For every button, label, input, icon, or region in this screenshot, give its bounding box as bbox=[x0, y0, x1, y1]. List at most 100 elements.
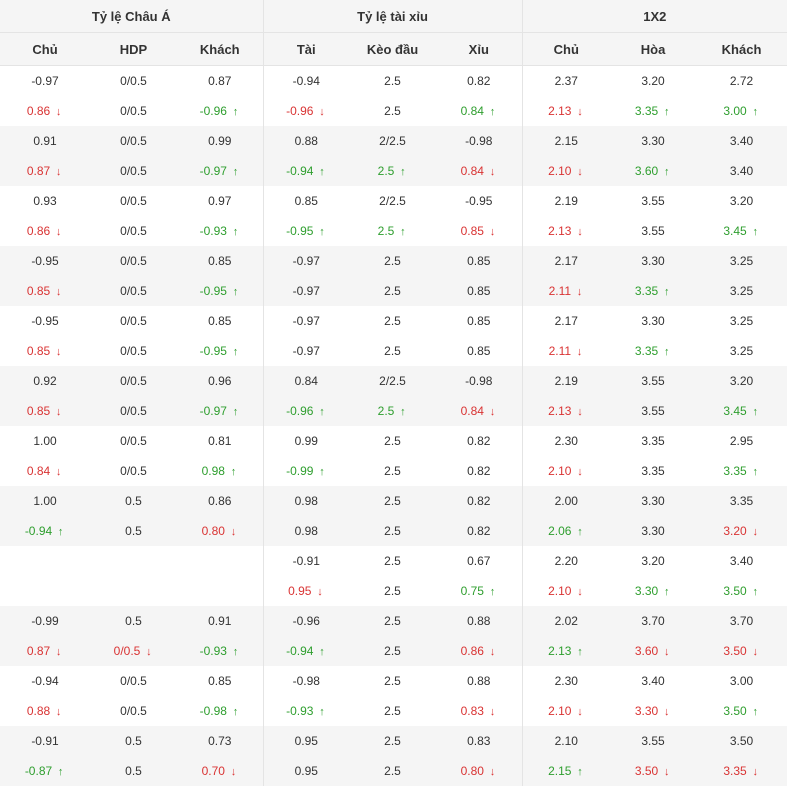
odds-value-wrapper: 0.85 bbox=[467, 314, 490, 328]
odds-cell-ou-over: 0.95 bbox=[263, 726, 350, 756]
odds-value: 2.5 bbox=[384, 704, 401, 718]
odds-value-wrapper: 2.5 bbox=[384, 434, 401, 448]
odds-value-wrapper: 3.40 bbox=[641, 674, 664, 688]
table-row: 0.86 ↓ 0/0.5 -0.96 ↑ -0.96 ↓ 2.5 0.84 ↑ 2.13 ↓ 3.35 ↑… bbox=[0, 96, 787, 126]
odds-value: -0.97 bbox=[199, 404, 227, 418]
odds-value-wrapper: 2.13 ↑ bbox=[548, 644, 584, 658]
arrow-down-icon: ↓ bbox=[55, 346, 62, 358]
arrow-up-icon: ↑ bbox=[663, 346, 670, 358]
odds-value-wrapper: 0/0.5 bbox=[120, 674, 147, 688]
odds-value: 3.50 bbox=[723, 704, 747, 718]
odds-value: 2.02 bbox=[554, 614, 578, 628]
odds-value: 0.95 bbox=[288, 584, 312, 598]
odds-value-wrapper: 0.86 ↓ bbox=[27, 104, 63, 118]
odds-value: 2.19 bbox=[554, 194, 578, 208]
odds-cell-asian-hdp: 0.5 bbox=[90, 486, 177, 516]
odds-value-wrapper: 0.85 bbox=[467, 254, 490, 268]
odds-value: 0.87 bbox=[208, 74, 232, 88]
odds-value: 3.30 bbox=[641, 314, 665, 328]
odds-value-wrapper: 0/0.5 bbox=[120, 74, 147, 88]
odds-value-wrapper: -0.98 bbox=[293, 674, 320, 688]
odds-cell-ou-line: 2.5 bbox=[349, 486, 437, 516]
odds-value-wrapper: 2/2.5 bbox=[379, 134, 406, 148]
odds-value: 0.85 bbox=[467, 254, 491, 268]
odds-value-wrapper: 0.73 bbox=[208, 734, 231, 748]
odds-cell-asian-away: -0.97 ↑ bbox=[177, 156, 264, 186]
odds-cell-x12-draw: 3.55 bbox=[610, 366, 697, 396]
odds-value: -0.94 bbox=[31, 674, 59, 688]
odds-value: 2.5 bbox=[384, 674, 401, 688]
odds-cell-asian-hdp: 0.5 bbox=[90, 756, 177, 786]
odds-value: 0.84 bbox=[460, 404, 484, 418]
odds-value-wrapper: 2.10 ↓ bbox=[548, 584, 584, 598]
odds-value: 0.87 bbox=[26, 164, 51, 178]
odds-cell-asian-home: 0.91 bbox=[0, 126, 90, 156]
odds-value-wrapper: -0.98 bbox=[465, 374, 492, 388]
arrow-up-icon: ↑ bbox=[232, 106, 239, 118]
odds-cell-ou-under: 0.83 ↓ bbox=[436, 696, 523, 726]
odds-value-wrapper: -0.96 bbox=[293, 614, 320, 628]
odds-cell-ou-under: 0.83 bbox=[436, 726, 523, 756]
odds-cell-x12-draw: 3.30 bbox=[610, 486, 697, 516]
odds-value: 3.40 bbox=[641, 674, 665, 688]
odds-cell-asian-hdp: 0.5 bbox=[90, 606, 177, 636]
table-body: -0.97 0/0.5 0.87 -0.94 2.5 0.82 2.37 3.20 2.72 0.… bbox=[0, 65, 787, 786]
odds-cell-ou-under: 0.82 bbox=[436, 456, 523, 486]
arrow-down-icon: ↓ bbox=[489, 766, 496, 778]
odds-value: 3.55 bbox=[641, 224, 665, 238]
odds-value-wrapper: -0.96 ↓ bbox=[286, 104, 326, 118]
odds-value-wrapper: 0.92 bbox=[33, 374, 56, 388]
odds-value-wrapper: 3.55 bbox=[641, 404, 664, 418]
odds-value: 0.99 bbox=[294, 434, 318, 448]
odds-value: 0.5 bbox=[125, 494, 142, 508]
odds-value: 0.82 bbox=[467, 524, 491, 538]
odds-cell-ou-over: -0.94 ↑ bbox=[263, 156, 350, 186]
odds-cell-x12-draw: 3.30 bbox=[610, 306, 697, 336]
odds-value-wrapper: 2.15 bbox=[555, 134, 578, 148]
odds-cell-ou-line: 2.5 ↑ bbox=[349, 156, 437, 186]
arrow-down-icon: ↓ bbox=[55, 106, 62, 118]
odds-value: 2.13 bbox=[548, 224, 572, 238]
table-row: 0.87 ↓ 0/0.5 -0.97 ↑ -0.94 ↑ 2.5 ↑ 0.84 ↓ 2.10 ↓ 3.60… bbox=[0, 156, 787, 186]
odds-value: 2.13 bbox=[548, 104, 572, 118]
odds-cell-asian-home: -0.87 ↑ bbox=[0, 756, 90, 786]
odds-value: 0.85 bbox=[208, 674, 232, 688]
odds-cell-asian-hdp: 0/0.5 bbox=[90, 156, 177, 186]
odds-value-wrapper: 2.10 bbox=[555, 734, 578, 748]
odds-value: 3.35 bbox=[634, 284, 659, 298]
odds-value: 3.45 bbox=[723, 404, 747, 418]
odds-value-wrapper: -0.95 ↑ bbox=[200, 344, 240, 358]
odds-value-wrapper: 0.85 bbox=[208, 254, 231, 268]
odds-value: 0/0.5 bbox=[120, 224, 147, 238]
odds-cell-ou-over: 0.95 bbox=[263, 756, 350, 786]
odds-value-wrapper: 2.95 bbox=[730, 434, 753, 448]
odds-cell-x12-home: 2.11 ↓ bbox=[522, 336, 611, 366]
odds-value-wrapper: 3.35 bbox=[641, 464, 664, 478]
odds-cell-x12-home: 2.17 bbox=[522, 306, 611, 336]
odds-cell-ou-line: 2.5 bbox=[349, 306, 437, 336]
odds-value-wrapper: 0.98 ↑ bbox=[202, 464, 238, 478]
arrow-up-icon: ↑ bbox=[319, 466, 325, 478]
odds-cell-ou-over: 0.84 bbox=[263, 366, 350, 396]
arrow-up-icon: ↑ bbox=[663, 586, 670, 598]
arrow-down-icon: ↓ bbox=[55, 706, 62, 718]
odds-value-wrapper: -0.95 ↑ bbox=[200, 284, 240, 298]
arrow-down-icon: ↓ bbox=[577, 466, 583, 478]
odds-value-wrapper: 3.70 bbox=[730, 614, 753, 628]
table-header: Tỷ lệ Châu Á Tỷ lệ tài xỉu 1X2 Chủ HDP K… bbox=[0, 0, 787, 66]
odds-value-wrapper: -0.95 bbox=[31, 314, 58, 328]
odds-cell-ou-under: 0.75 ↑ bbox=[436, 576, 523, 606]
arrow-down-icon: ↓ bbox=[489, 646, 496, 658]
odds-value-wrapper: 3.35 ↑ bbox=[635, 284, 671, 298]
odds-cell-x12-away: 3.25 bbox=[696, 306, 787, 336]
odds-value-wrapper: 3.20 bbox=[730, 374, 753, 388]
odds-value: 2.5 bbox=[384, 494, 401, 508]
odds-value-wrapper: 3.60 ↓ bbox=[635, 644, 671, 658]
arrow-up-icon: ↑ bbox=[232, 646, 239, 658]
table-row: -0.95 0/0.5 0.85 -0.97 2.5 0.85 2.17 3.30 3.25 bbox=[0, 306, 787, 336]
odds-value-wrapper: 3.00 ↑ bbox=[723, 104, 759, 118]
odds-cell-x12-away: 3.50 bbox=[696, 726, 787, 756]
odds-value-wrapper: 2.5 bbox=[384, 254, 401, 268]
odds-cell-asian-hdp: 0/0.5 bbox=[90, 126, 177, 156]
odds-value: 0/0.5 bbox=[120, 74, 147, 88]
